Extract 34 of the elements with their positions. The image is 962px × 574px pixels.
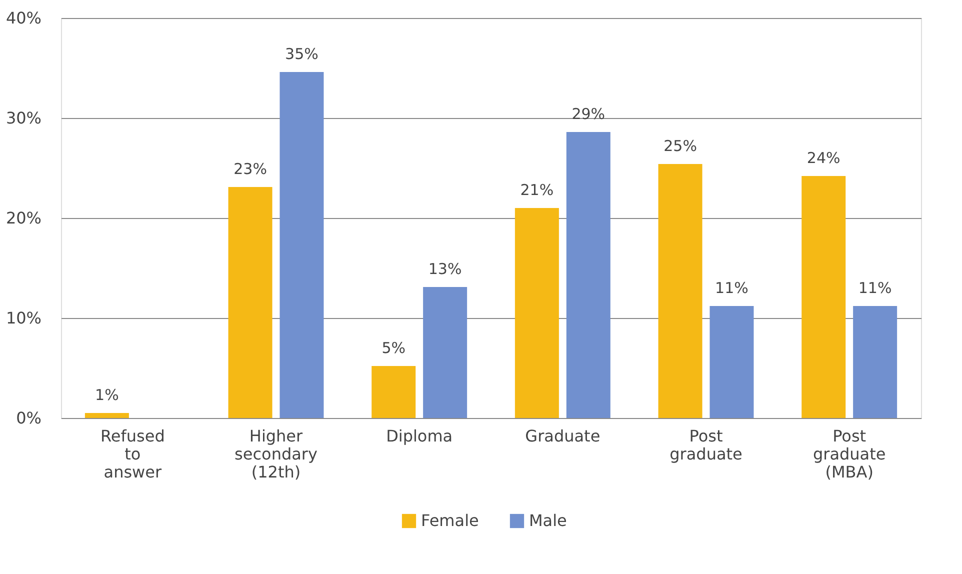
y-tick-label: 30% [6, 108, 42, 128]
y-tick-label: 10% [6, 308, 42, 328]
legend-label: Male [529, 511, 567, 530]
x-tick-label: Post graduate [670, 426, 742, 464]
bar [228, 187, 272, 418]
data-label: 1% [95, 386, 119, 404]
bar [658, 164, 702, 418]
x-tick-label: Diploma [386, 426, 453, 446]
bar [514, 208, 559, 418]
bar [710, 306, 754, 418]
data-label: 11% [858, 279, 892, 297]
bar [423, 287, 468, 418]
data-label: 13% [428, 260, 462, 278]
y-tick-label: 40% [6, 8, 42, 28]
bar [853, 306, 898, 418]
bar [802, 176, 846, 418]
data-label: 24% [806, 149, 840, 167]
data-label: 5% [382, 339, 406, 357]
bar [566, 132, 610, 418]
data-label: 25% [664, 137, 697, 155]
x-tick-label: Higher secondary (12th) [234, 426, 318, 482]
x-tick-label: Refused to answer [100, 426, 165, 482]
legend-label: Female [421, 511, 479, 530]
data-label: 11% [715, 279, 748, 297]
y-tick-label: 20% [6, 208, 42, 228]
bar [280, 72, 324, 418]
x-tick-label: Post graduate (MBA) [812, 426, 886, 482]
data-label: 35% [285, 45, 318, 63]
data-label: 23% [234, 160, 267, 178]
x-tick-label: Graduate [525, 426, 600, 446]
y-tick-label: 0% [16, 408, 42, 428]
bar [84, 413, 129, 418]
bar [372, 366, 416, 418]
data-label: 21% [520, 181, 554, 199]
